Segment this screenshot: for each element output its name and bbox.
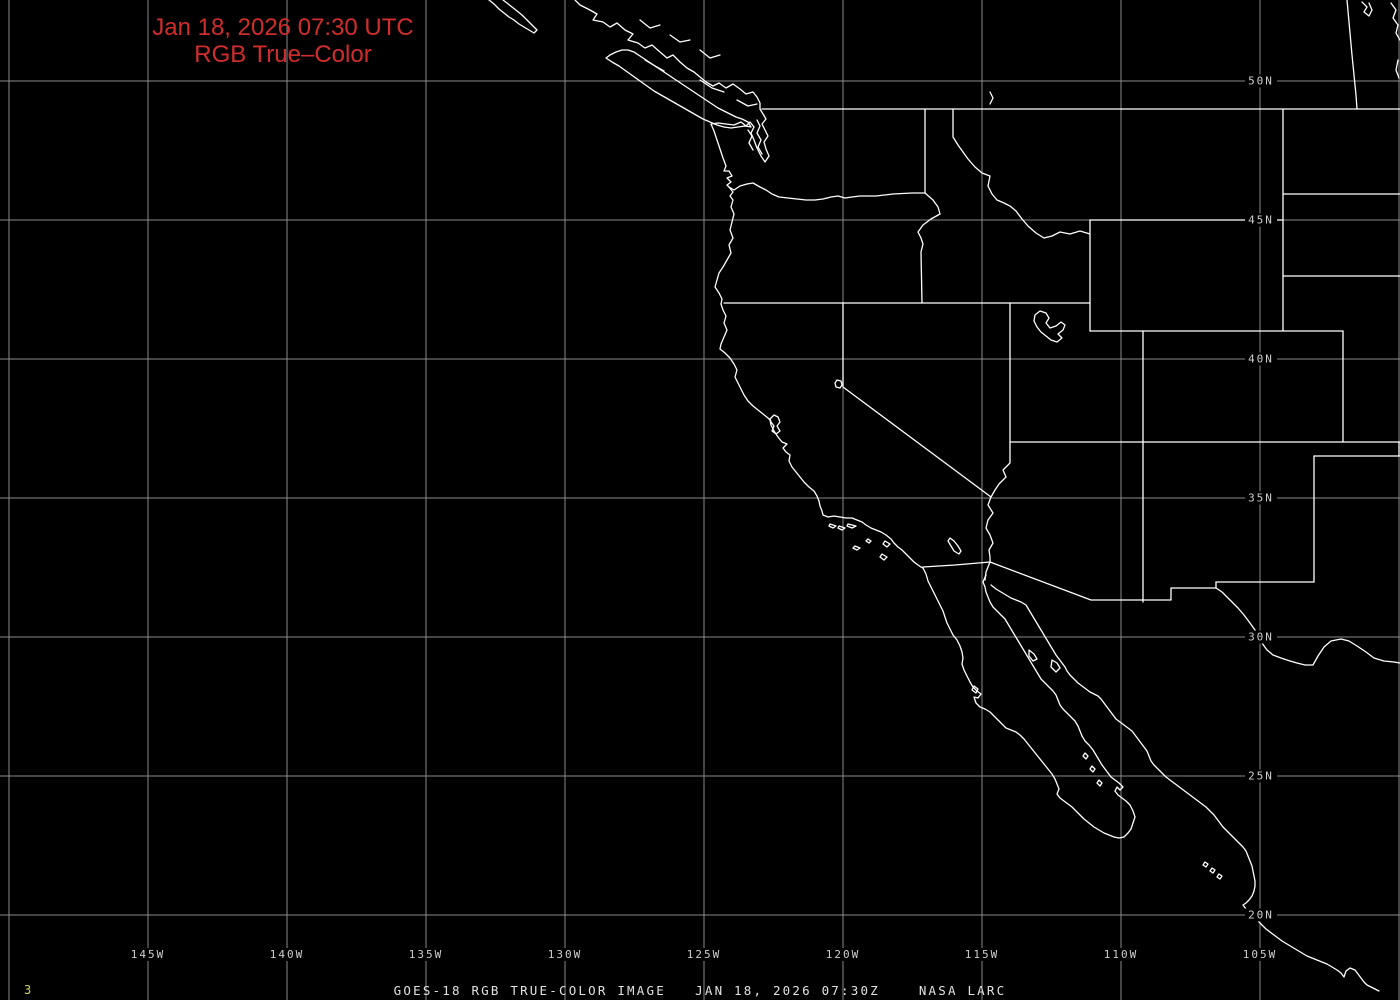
latitude-label: 45N xyxy=(1245,213,1277,227)
bc-strait-islands xyxy=(639,19,758,107)
coastline-wa-or-ca xyxy=(710,108,924,569)
latitude-label: 30N xyxy=(1245,630,1277,644)
longitude-label: 140W xyxy=(267,948,307,961)
title-product-line: RGB True–Color xyxy=(194,41,372,68)
border-wa-or-columbia-river xyxy=(728,182,926,201)
image-caption: GOES-18 RGB TRUE-COLOR IMAGE JAN 18, 202… xyxy=(393,983,1007,998)
longitude-label: 130W xyxy=(545,948,585,961)
latitude-label: 35N xyxy=(1245,491,1277,505)
salton-sea-outline xyxy=(947,537,962,555)
frame-number: 3 xyxy=(24,983,32,997)
coastline-sonora-sinaloa xyxy=(990,584,1380,992)
puget-sound-detail xyxy=(747,119,763,155)
border-us-mexico xyxy=(922,561,1217,601)
longitude-label: 120W xyxy=(823,948,863,961)
border-ca-nv-colorado-river xyxy=(842,302,994,581)
gulf-of-california-islands xyxy=(971,649,1103,787)
longitude-label: 125W xyxy=(684,948,724,961)
border-sask-manitoba xyxy=(1346,0,1358,110)
coastline-baja-pacific xyxy=(922,567,1125,839)
lakes-manitoba-corner xyxy=(1361,1,1400,79)
border-rio-grande xyxy=(1215,587,1400,666)
lake-koocanusa xyxy=(989,91,994,105)
channel-islands xyxy=(828,523,891,561)
border-mt-id xyxy=(952,108,1091,239)
vancouver-island-outline xyxy=(605,49,752,129)
sf-bay-outline xyxy=(769,414,781,435)
longitude-label: 110W xyxy=(1101,948,1141,961)
longitude-label: 115W xyxy=(962,948,1002,961)
longitude-label: 135W xyxy=(406,948,446,961)
latitude-label: 40N xyxy=(1245,352,1277,366)
coastline-baja-gulf xyxy=(982,574,1136,838)
islas-marias xyxy=(1202,861,1223,880)
lake-tahoe-outline xyxy=(834,379,843,389)
coastline-bc-mainland xyxy=(574,0,761,110)
latitude-label: 20N xyxy=(1245,908,1277,922)
great-salt-lake-outline xyxy=(1033,310,1066,343)
longitude-label: 105W xyxy=(1240,948,1280,961)
timestamp-title: Jan 18, 2026 07:30 UTC RGB True–Color xyxy=(152,14,414,68)
title-date-line: Jan 18, 2026 07:30 UTC xyxy=(152,14,414,41)
border-or-id-snake-river xyxy=(917,192,941,304)
haida-gwaii-outline xyxy=(488,0,538,34)
border-nv-az xyxy=(990,441,1011,498)
longitude-label: 145W xyxy=(128,948,168,961)
latitude-label: 50N xyxy=(1245,74,1277,88)
latitude-label: 25N xyxy=(1245,769,1277,783)
map-linework xyxy=(488,0,1400,992)
